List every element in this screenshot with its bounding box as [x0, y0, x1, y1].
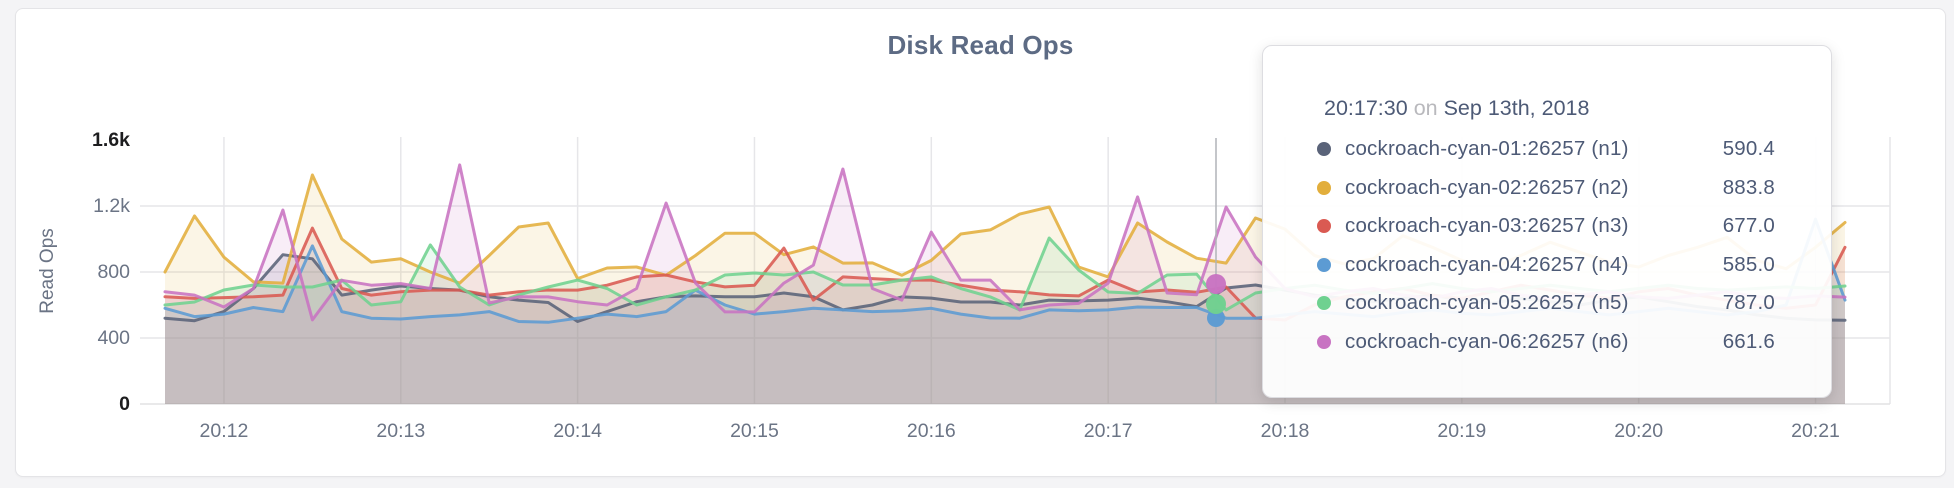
x-tick-label: 20:12: [199, 420, 249, 442]
tooltip-row: cockroach-cyan-05:26257 (n5) 787.0: [1290, 290, 1775, 316]
series-color-dot: [1317, 334, 1331, 349]
x-tick-label: 20:16: [906, 420, 956, 442]
series-name: cockroach-cyan-02:26257 (n2): [1345, 175, 1629, 199]
series-value: 883.8: [1722, 175, 1775, 199]
series-value: 787.0: [1722, 291, 1775, 314]
series-color-dot: [1317, 180, 1331, 195]
series-name: cockroach-cyan-05:26257 (n5): [1345, 291, 1629, 314]
series-color-dot: [1317, 257, 1331, 272]
tooltip-row: cockroach-cyan-03:26257 (n3) 677.0: [1290, 213, 1775, 239]
series-value: 661.6: [1722, 329, 1775, 353]
y-tick-label: 0: [119, 393, 130, 415]
hover-point: [1206, 274, 1226, 294]
series-color-dot: [1317, 296, 1331, 310]
x-tick-label: 20:21: [1791, 420, 1840, 442]
x-tick-label: 20:18: [1260, 420, 1310, 442]
tooltip-legend-rows: cockroach-cyan-01:26257 (n1) 590.4 cockroa…: [1290, 136, 1775, 355]
series-name: cockroach-cyan-06:26257 (n6): [1345, 329, 1629, 353]
series-name: cockroach-cyan-01:26257 (n1): [1345, 137, 1629, 160]
series-color-dot: [1317, 142, 1331, 156]
y-tick-label: 1.2k: [93, 195, 130, 217]
series-value: 585.0: [1722, 252, 1775, 276]
tooltip-row: cockroach-cyan-04:26257 (n4) 585.0: [1290, 252, 1775, 278]
tooltip-connector: on: [1413, 96, 1438, 120]
series-color-dot: [1317, 219, 1331, 233]
tooltip-row: cockroach-cyan-01:26257 (n1) 590.4: [1290, 136, 1775, 162]
tooltip-timestamp: 20:17:30 on Sep 13th, 2018: [1324, 92, 1775, 124]
x-tick-label: 20:20: [1614, 420, 1664, 442]
y-tick-label: 400: [97, 327, 130, 349]
hover-point: [1207, 309, 1225, 327]
x-tick-label: 20:17: [1083, 420, 1133, 442]
x-tick-label: 20:15: [730, 420, 779, 442]
y-tick-label: 1.6k: [92, 129, 130, 151]
x-tick-label: 20:19: [1437, 420, 1487, 442]
y-tick-label: 800: [97, 261, 130, 283]
hover-point: [1206, 294, 1226, 314]
series-name: cockroach-cyan-03:26257 (n3): [1345, 214, 1629, 237]
tooltip-date: Sep 13th, 2018: [1443, 96, 1590, 120]
series-value: 677.0: [1722, 214, 1775, 237]
x-tick-label: 20:14: [553, 420, 603, 442]
tooltip-row: cockroach-cyan-06:26257 (n6) 661.6: [1290, 329, 1775, 355]
series-value: 590.4: [1722, 137, 1775, 160]
chart-title: Disk Read Ops: [887, 30, 1074, 60]
tooltip-row: cockroach-cyan-02:26257 (n2) 883.8: [1290, 175, 1775, 201]
tooltip-time: 20:17:30: [1324, 96, 1408, 120]
hover-tooltip: 20:17:30 on Sep 13th, 2018 cockroach-cya…: [1262, 45, 1832, 398]
x-tick-label: 20:13: [376, 420, 426, 442]
series-name: cockroach-cyan-04:26257 (n4): [1345, 252, 1629, 276]
